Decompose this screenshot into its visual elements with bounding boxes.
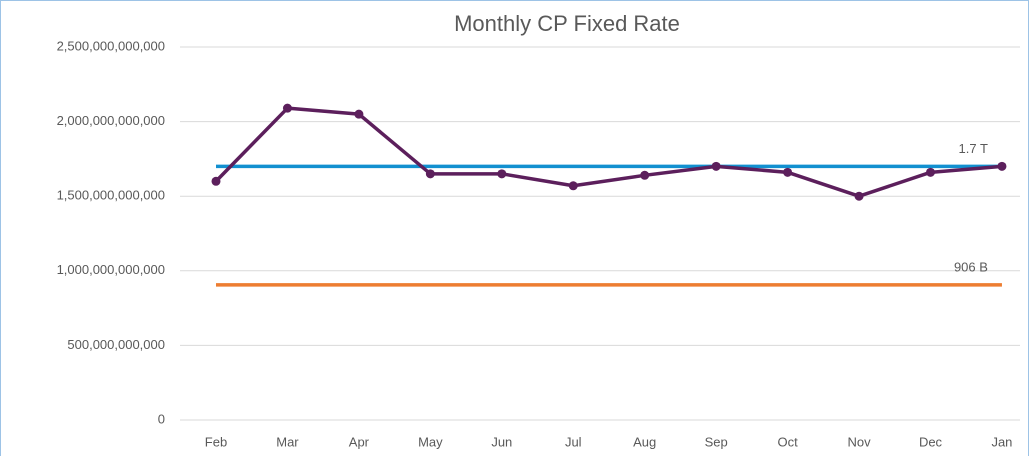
- point-marker: [282, 103, 292, 113]
- x-tick-label: Apr: [349, 434, 370, 449]
- x-tick-label: Dec: [919, 434, 943, 449]
- x-tick-label: Oct: [777, 434, 798, 449]
- data-label: 1.7 T: [959, 141, 988, 156]
- y-tick-label: 500,000,000,000: [67, 337, 165, 352]
- point-marker: [783, 167, 793, 177]
- point-marker: [640, 170, 650, 180]
- y-tick-label: 1,500,000,000,000: [57, 188, 165, 203]
- data-label: 906 B: [954, 259, 988, 274]
- x-tick-label: Jun: [491, 434, 512, 449]
- y-tick-label: 2,000,000,000,000: [57, 113, 165, 128]
- x-tick-label: Sep: [705, 434, 728, 449]
- x-tick-label: Jul: [565, 434, 582, 449]
- point-marker: [425, 169, 435, 179]
- chart-title: Monthly CP Fixed Rate: [454, 11, 680, 36]
- x-tick-label: Aug: [633, 434, 656, 449]
- point-marker: [997, 161, 1007, 171]
- point-marker: [497, 169, 507, 179]
- point-marker: [568, 181, 578, 191]
- x-tick-label: Feb: [205, 434, 227, 449]
- y-tick-label: 2,500,000,000,000: [57, 38, 165, 53]
- y-tick-label: 0: [158, 411, 165, 426]
- x-tick-label: Mar: [276, 434, 299, 449]
- point-marker: [854, 191, 864, 201]
- x-tick-label: Nov: [847, 434, 871, 449]
- x-tick-label: Jan: [991, 434, 1012, 449]
- x-tick-label: May: [418, 434, 443, 449]
- y-tick-label: 1,000,000,000,000: [57, 262, 165, 277]
- point-marker: [711, 161, 721, 171]
- series-line: [214, 106, 1003, 198]
- point-marker: [211, 176, 221, 186]
- point-marker: [354, 109, 364, 119]
- point-marker: [926, 167, 935, 177]
